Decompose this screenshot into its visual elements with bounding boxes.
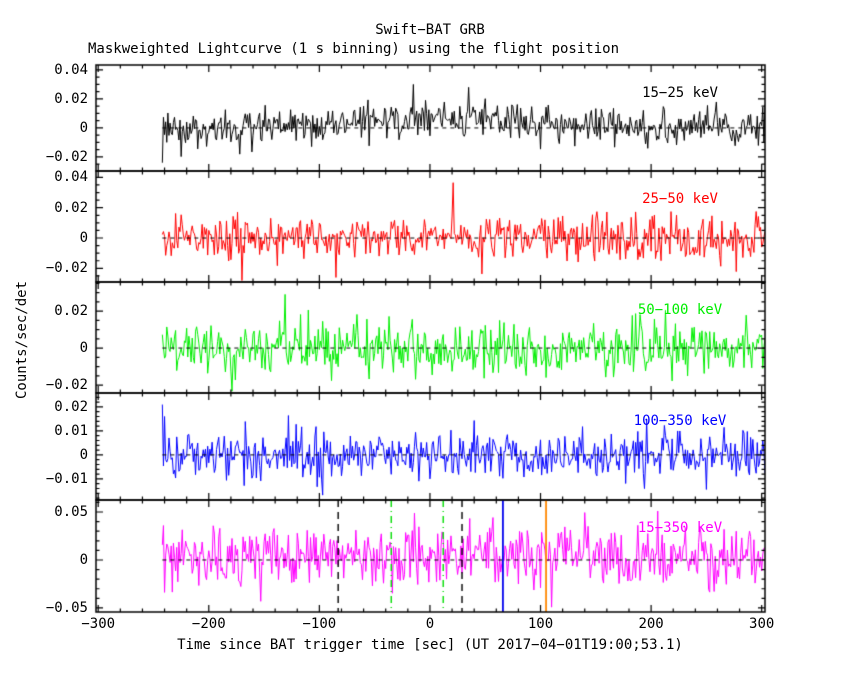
y-tick-label: −0.02 <box>45 148 88 165</box>
y-tick-label: 0.02 <box>54 199 88 216</box>
chart-subtitle: Maskweighted Lightcurve (1 s binning) us… <box>88 41 620 57</box>
y-tick-label: 0 <box>79 119 88 136</box>
y-tick-label: −0.02 <box>45 377 88 394</box>
x-tick-label: 300 <box>749 616 775 632</box>
x-tick-label: −100 <box>302 616 337 632</box>
y-tick-label: 0 <box>79 230 88 247</box>
y-tick-label: 0.02 <box>54 90 88 107</box>
energy-band-label-3: 100−350 keV <box>633 413 727 429</box>
chart-title: Swift−BAT GRB <box>375 22 485 38</box>
y-tick-label: 0 <box>79 446 88 463</box>
y-tick-label: 0.04 <box>54 169 88 186</box>
y-tick-label: 0.01 <box>54 422 88 439</box>
y-tick-label: −0.05 <box>45 599 88 616</box>
x-tick-label: −200 <box>191 616 226 632</box>
energy-band-label-0: 15−25 keV <box>642 85 718 101</box>
y-tick-label: 0.05 <box>54 503 88 520</box>
energy-band-label-4: 15−350 keV <box>637 520 723 536</box>
y-tick-label: 0.02 <box>54 303 88 320</box>
energy-band-label-2: 50−100 keV <box>637 302 723 318</box>
x-tick-label: −300 <box>81 616 116 632</box>
y-tick-label: 0.02 <box>54 398 88 415</box>
y-tick-label: −0.02 <box>45 260 88 277</box>
y-tick-label: 0.04 <box>54 61 88 78</box>
x-axis-title: Time since BAT trigger time [sec] (UT 20… <box>177 637 683 653</box>
x-tick-label: 200 <box>638 616 664 632</box>
energy-band-label-1: 25−50 keV <box>642 191 718 207</box>
y-tick-label: 0 <box>79 340 88 357</box>
x-tick-label: 100 <box>527 616 554 632</box>
x-tick-label: 0 <box>425 616 435 632</box>
y-tick-label: 0 <box>79 551 88 568</box>
y-tick-label: −0.01 <box>45 470 88 487</box>
